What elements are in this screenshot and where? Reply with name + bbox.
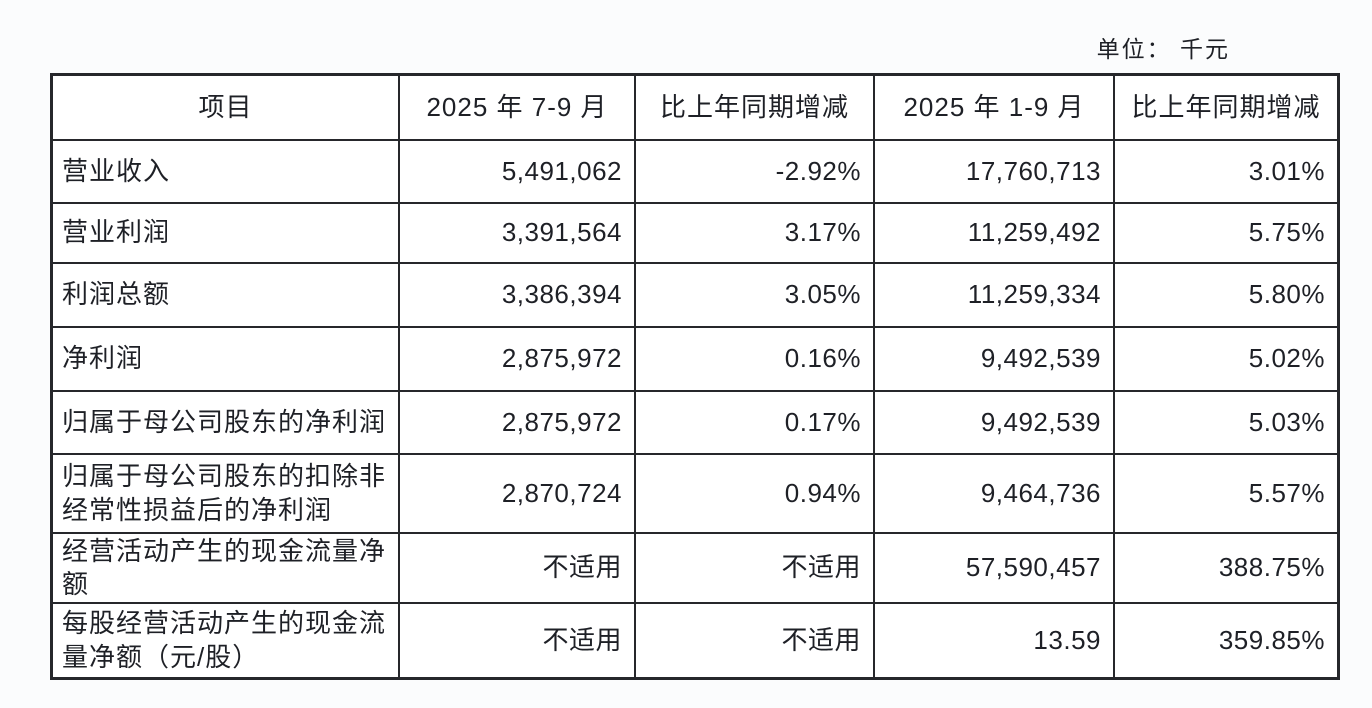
value-cell: 3.01% bbox=[1113, 139, 1337, 202]
row-label: 归属于母公司股东的扣除非 经常性损益后的净利润 bbox=[53, 453, 398, 532]
value-cell: 57,590,457 bbox=[873, 532, 1113, 602]
value-cell: 5.75% bbox=[1113, 202, 1337, 262]
value-cell: 3.05% bbox=[634, 262, 873, 326]
value-cell: 9,492,539 bbox=[873, 326, 1113, 390]
header-cell-ytd-2025: 2025 年 1-9 月 bbox=[873, 76, 1113, 139]
value-cell: 3.17% bbox=[634, 202, 873, 262]
value-cell: 11,259,492 bbox=[873, 202, 1113, 262]
header-cell-q3-2025: 2025 年 7-9 月 bbox=[398, 76, 634, 139]
value-cell: -2.92% bbox=[634, 139, 873, 202]
value-cell: 17,760,713 bbox=[873, 139, 1113, 202]
value-cell: 388.75% bbox=[1113, 532, 1337, 602]
header-cell-ytd-change: 比上年同期增减 bbox=[1113, 76, 1337, 139]
row-label: 营业收入 bbox=[53, 139, 398, 202]
value-cell: 13.59 bbox=[873, 602, 1113, 677]
row-label: 营业利润 bbox=[53, 202, 398, 262]
row-label: 利润总额 bbox=[53, 262, 398, 326]
value-cell: 不适用 bbox=[398, 602, 634, 677]
value-cell: 9,492,539 bbox=[873, 390, 1113, 453]
value-cell: 3,386,394 bbox=[398, 262, 634, 326]
value-cell: 不适用 bbox=[634, 532, 873, 602]
row-label: 经营活动产生的现金流量净 额 bbox=[53, 532, 398, 602]
row-label: 每股经营活动产生的现金流 量净额（元/股） bbox=[53, 602, 398, 677]
value-cell: 359.85% bbox=[1113, 602, 1337, 677]
unit-label: 单位： 千元 bbox=[1096, 36, 1230, 62]
value-cell: 不适用 bbox=[634, 602, 873, 677]
value-cell: 2,875,972 bbox=[398, 390, 634, 453]
value-cell: 5.02% bbox=[1113, 326, 1337, 390]
value-cell: 0.16% bbox=[634, 326, 873, 390]
row-label: 净利润 bbox=[53, 326, 398, 390]
value-cell: 9,464,736 bbox=[873, 453, 1113, 532]
value-cell: 5.57% bbox=[1113, 453, 1337, 532]
value-cell: 2,875,972 bbox=[398, 326, 634, 390]
value-cell: 5.03% bbox=[1113, 390, 1337, 453]
value-cell: 5,491,062 bbox=[398, 139, 634, 202]
value-cell: 5.80% bbox=[1113, 262, 1337, 326]
value-cell: 11,259,334 bbox=[873, 262, 1113, 326]
header-cell-item: 项目 bbox=[198, 91, 253, 122]
value-cell: 不适用 bbox=[398, 532, 634, 602]
value-cell: 3,391,564 bbox=[398, 202, 634, 262]
financial-summary-table: 项目 2025 年 7-9 月 比上年同期增减 2025 年 1-9 月 比上年… bbox=[50, 73, 1340, 680]
value-cell: 0.17% bbox=[634, 390, 873, 453]
header-cell-q3-change: 比上年同期增减 bbox=[634, 76, 873, 139]
value-cell: 2,870,724 bbox=[398, 453, 634, 532]
value-cell: 0.94% bbox=[634, 453, 873, 532]
row-label: 归属于母公司股东的净利润 bbox=[53, 390, 398, 453]
